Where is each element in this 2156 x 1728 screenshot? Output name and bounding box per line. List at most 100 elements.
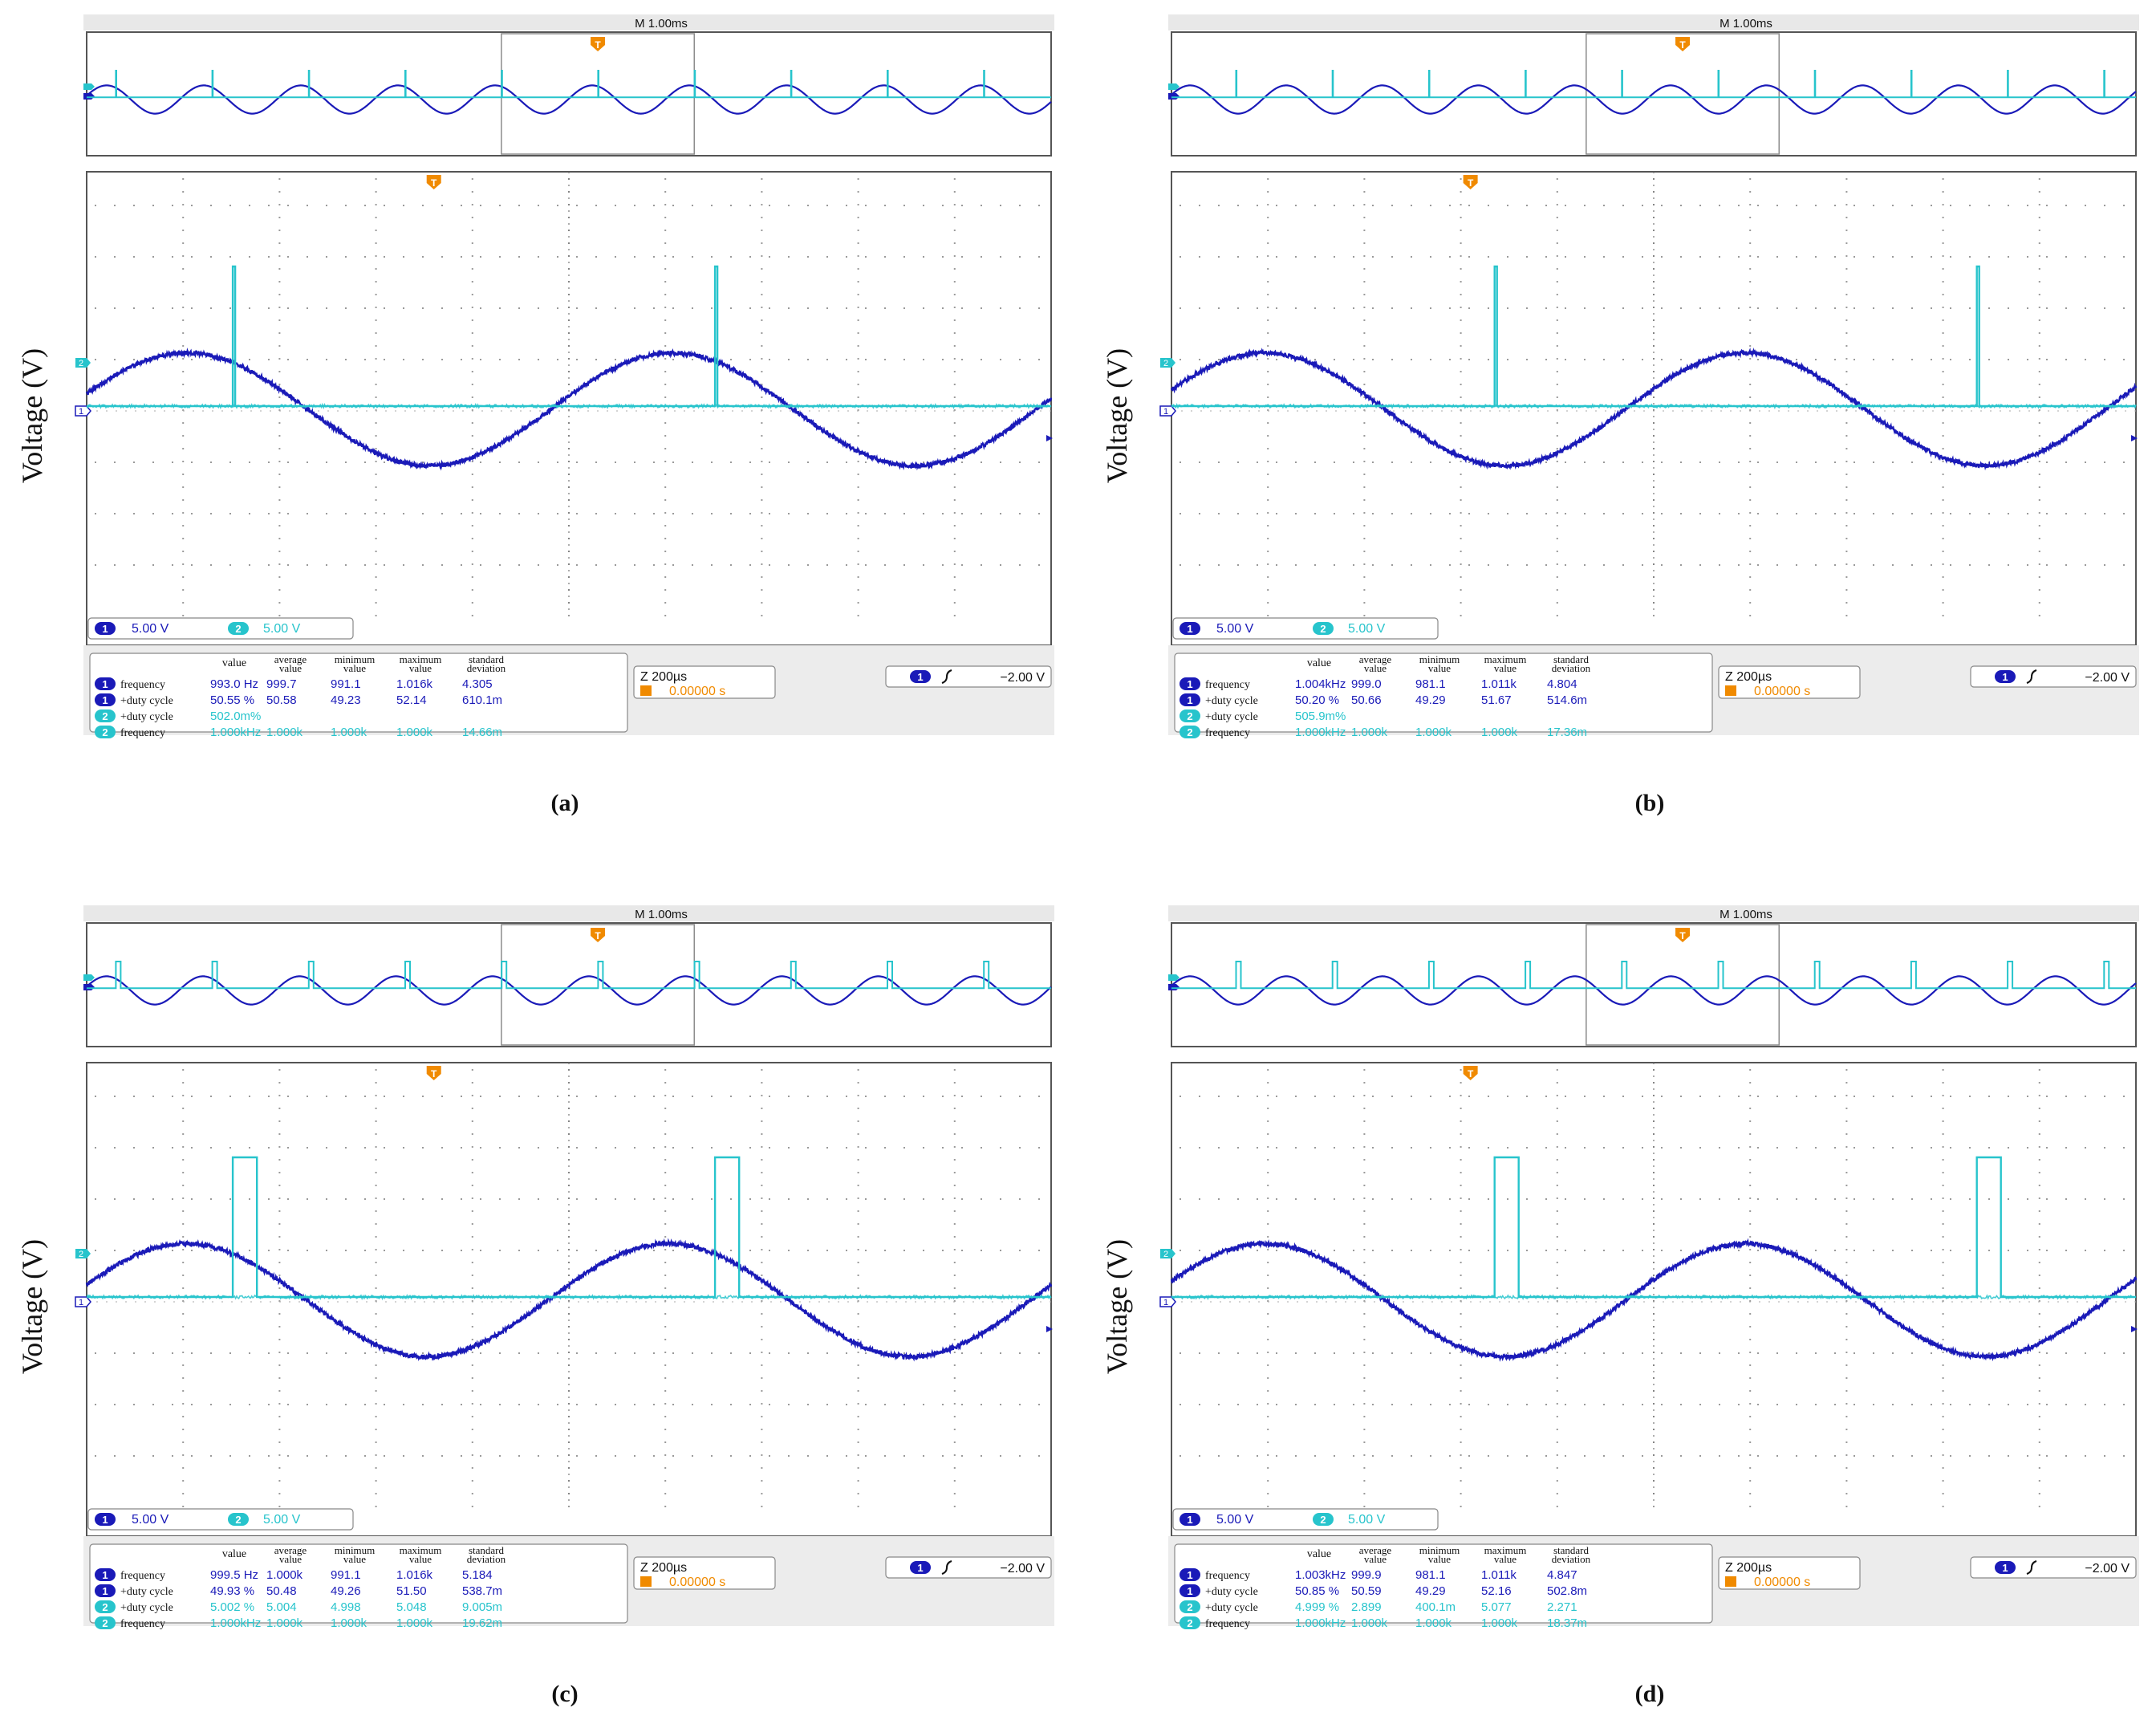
grid-dot xyxy=(1661,1455,1663,1457)
meas-row-0-cell-0: 993.0 Hz xyxy=(210,677,258,691)
grid-dot xyxy=(1988,359,1990,360)
grid-dot xyxy=(807,1198,809,1200)
grid-dot xyxy=(1019,1198,1021,1200)
grid-dot xyxy=(1267,512,1269,514)
grid-dot xyxy=(826,205,828,206)
grid-dot xyxy=(884,564,886,566)
grid-dot xyxy=(375,422,377,424)
grid-dot xyxy=(278,1300,281,1302)
grid-dot xyxy=(375,1506,377,1507)
grid-dot xyxy=(278,1249,281,1250)
grid-dot xyxy=(761,1454,763,1456)
grid-dot xyxy=(1295,1096,1297,1097)
grid-dot xyxy=(499,1352,501,1354)
grid-dot xyxy=(1526,359,1528,360)
grid-dot xyxy=(664,1108,667,1109)
grid-dot xyxy=(471,615,473,616)
grid-dot xyxy=(2008,564,2009,566)
grid-dot xyxy=(1622,1096,1624,1097)
grid-dot xyxy=(664,1275,667,1276)
grid-dot xyxy=(1391,513,1393,514)
grid-dot xyxy=(664,1493,667,1494)
header-0: value xyxy=(222,1548,246,1560)
grid-dot xyxy=(1749,589,1752,591)
grid-dot xyxy=(384,205,385,206)
grid-dot xyxy=(1815,1198,1817,1200)
grid-dot xyxy=(981,1147,982,1149)
grid-dot xyxy=(664,1364,667,1366)
grid-dot xyxy=(1815,461,1817,463)
grid-dot xyxy=(1449,1455,1451,1457)
grid-dot xyxy=(307,513,308,514)
grid-dot xyxy=(884,1250,886,1251)
grid-dot xyxy=(471,1133,473,1135)
grid-dot xyxy=(857,1172,859,1173)
meas-row-3-cell-2: 1.000k xyxy=(331,1616,367,1630)
grid-dot xyxy=(826,256,828,258)
grid-dot xyxy=(1391,1096,1393,1097)
grid-dot xyxy=(326,307,327,309)
grid-dot xyxy=(1556,294,1558,295)
overview-frame xyxy=(86,31,1052,157)
grid-dot xyxy=(1584,1404,1586,1405)
grid-dot xyxy=(1237,1404,1239,1405)
meas-row-0-badge: 1 xyxy=(1180,1568,1200,1581)
grid-dot xyxy=(1950,461,1951,463)
grid-dot xyxy=(961,256,963,258)
grid-dot xyxy=(1363,538,1366,539)
grid-dot xyxy=(1460,204,1462,205)
grid-dot xyxy=(1295,307,1297,309)
grid-dot xyxy=(846,564,847,566)
grid-dot xyxy=(664,1210,667,1212)
grid-dot xyxy=(1460,345,1462,347)
grid-dot xyxy=(826,461,828,463)
grid-dot xyxy=(1556,1262,1558,1263)
grid-dot xyxy=(1460,1352,1462,1353)
grid-dot xyxy=(1565,205,1566,206)
main-ch1-marker-num: 1 xyxy=(1163,1298,1168,1307)
grid-dot xyxy=(1460,396,1462,398)
grid-dot xyxy=(278,396,281,398)
grid-dot xyxy=(538,1404,539,1405)
grid-dot xyxy=(2085,461,2086,463)
grid-dot xyxy=(1372,564,1374,566)
grid-dot xyxy=(1565,1455,1566,1457)
grid-dot xyxy=(1363,461,1366,462)
grid-dot xyxy=(2104,307,2105,309)
zoom-value: Z 200µs xyxy=(1725,1561,1772,1575)
grid-dot xyxy=(653,1147,655,1149)
grid-dot xyxy=(172,1096,173,1097)
grid-dot xyxy=(1719,1147,1720,1149)
grid-dot xyxy=(1363,1441,1366,1443)
grid-dot xyxy=(375,474,377,475)
grid-dot xyxy=(1942,1416,1944,1417)
grid-dot xyxy=(182,1480,185,1482)
grid-dot xyxy=(576,1455,578,1457)
grid-dot xyxy=(1449,513,1451,514)
grid-dot xyxy=(1680,461,1682,463)
grid-dot xyxy=(1738,461,1740,463)
grid-dot xyxy=(557,461,558,463)
grid-dot xyxy=(1507,205,1508,206)
grid-dot xyxy=(1460,242,1462,244)
grid-dot xyxy=(384,1250,385,1251)
grid-dot xyxy=(422,1096,424,1097)
grid-dot xyxy=(2046,205,2048,206)
grid-dot xyxy=(761,191,763,193)
grid-dot xyxy=(664,589,667,591)
grid-dot xyxy=(1942,268,1944,270)
ch2-scale-badge: 2 xyxy=(228,622,249,635)
grid-dot xyxy=(1556,268,1558,270)
grid-dot xyxy=(953,358,956,360)
grid-dot xyxy=(1460,358,1462,360)
grid-dot xyxy=(1267,319,1269,321)
grid-dot xyxy=(152,1352,154,1354)
grid-dot xyxy=(557,513,558,514)
grid-dot xyxy=(1584,1096,1586,1097)
grid-dot xyxy=(1988,1404,1990,1405)
grid-dot xyxy=(471,576,473,578)
grid-dot xyxy=(1796,1096,1797,1097)
grid-dot xyxy=(2038,474,2040,475)
grid-dot xyxy=(1545,307,1547,309)
